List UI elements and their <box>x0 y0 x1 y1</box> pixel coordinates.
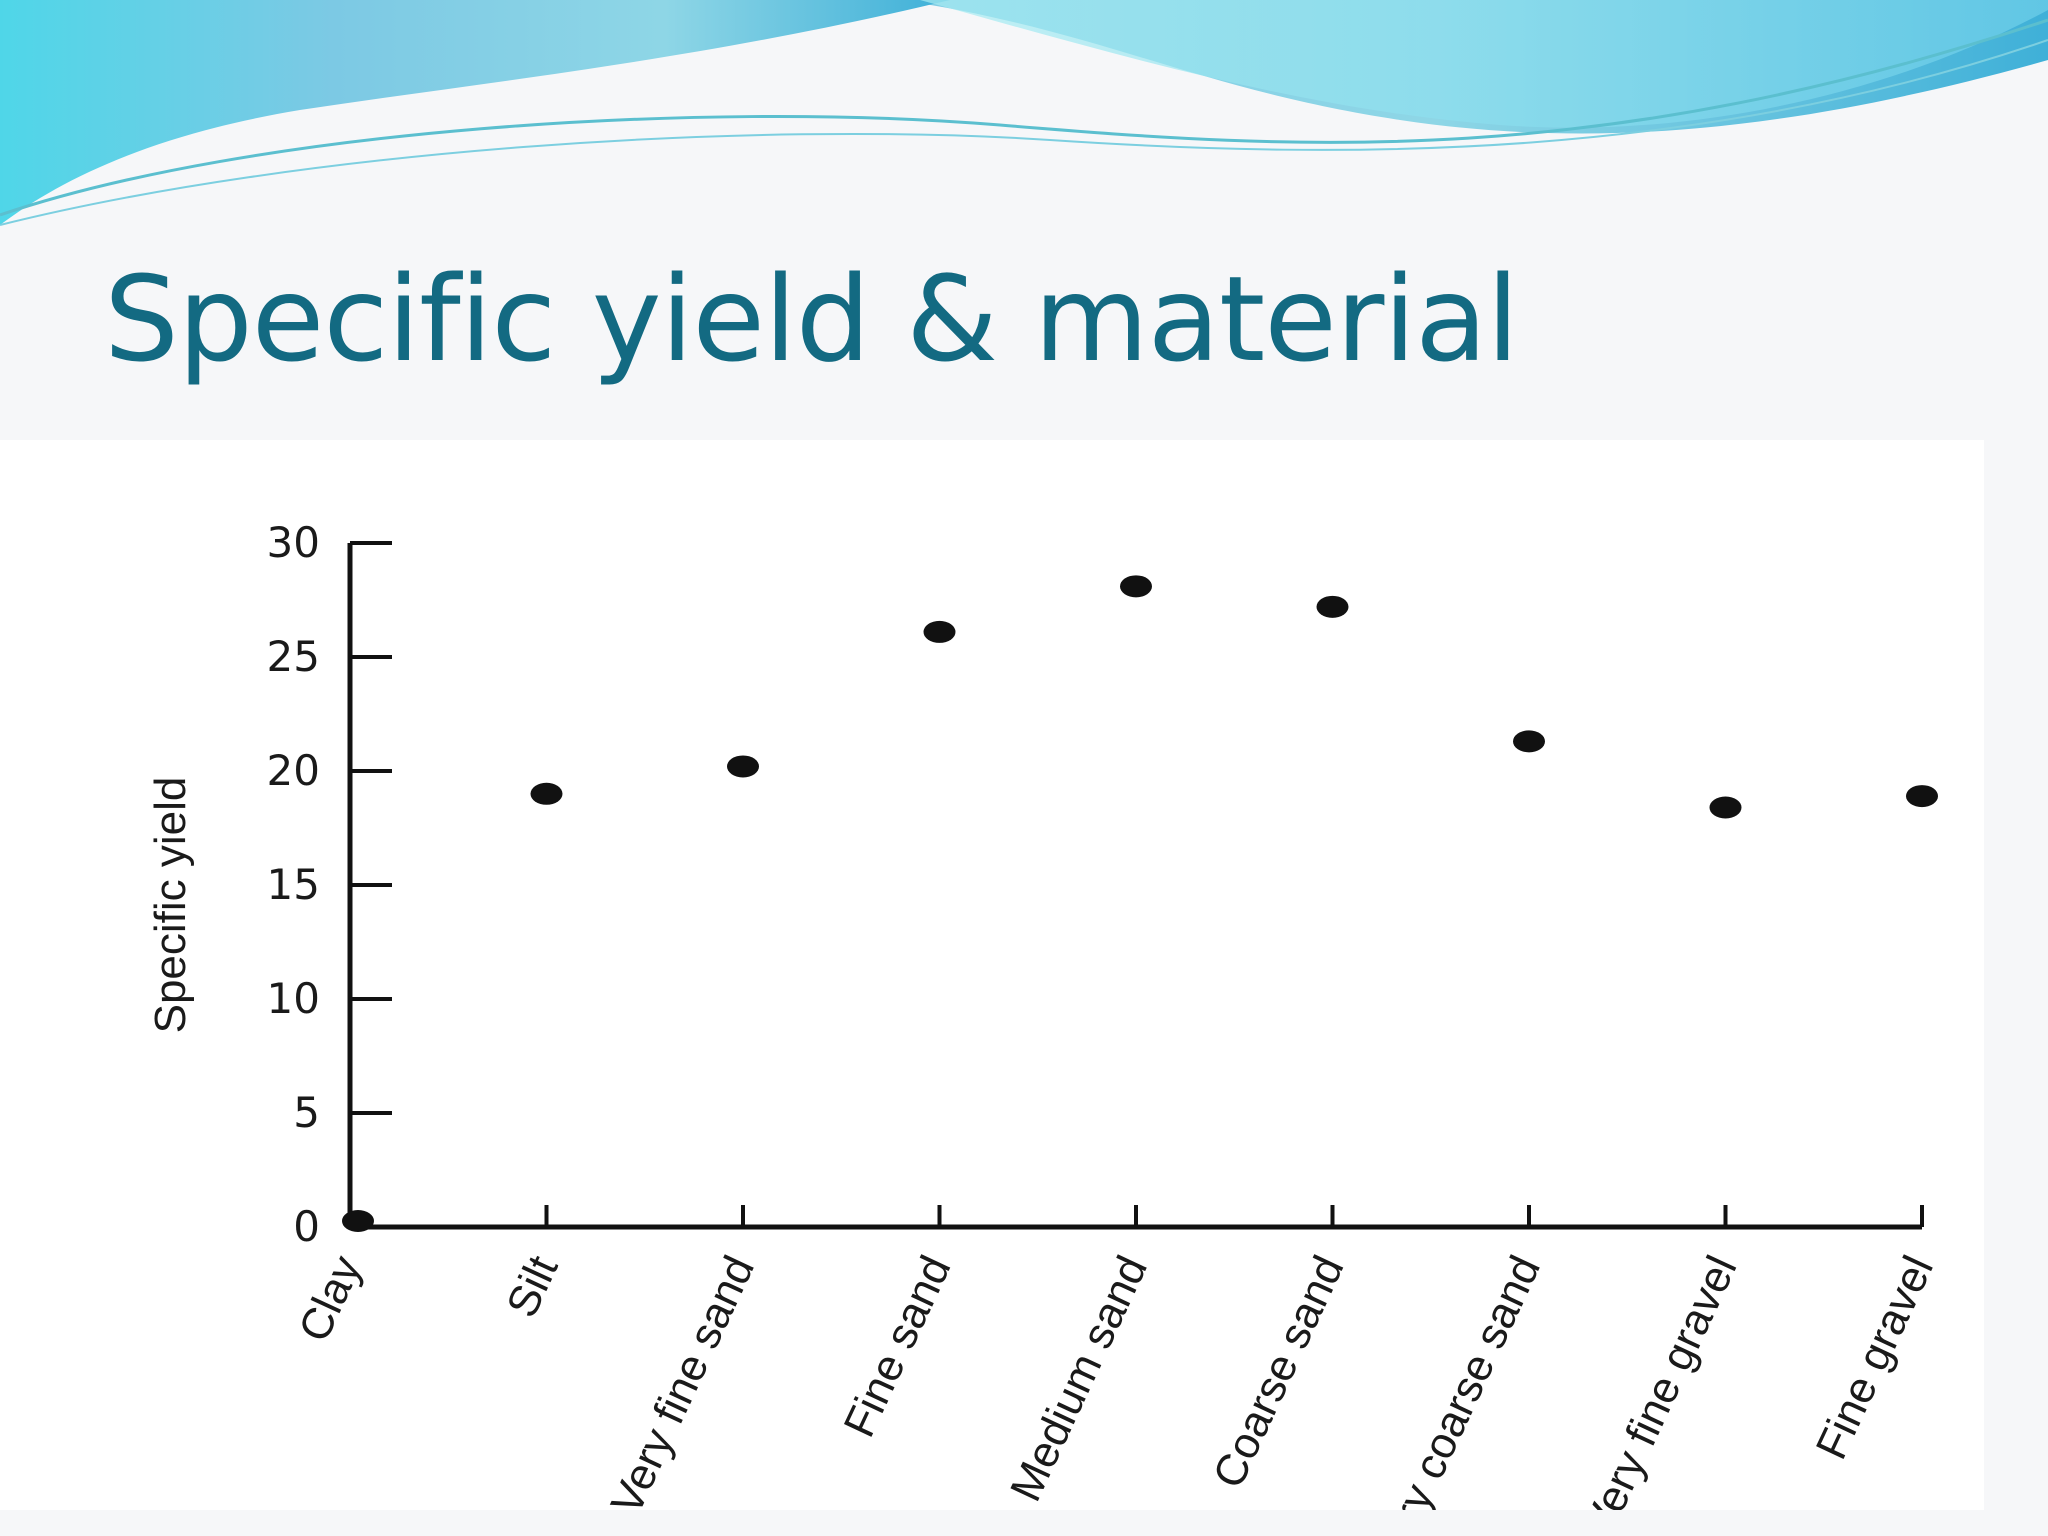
specific-yield-chart: 0 5 10 15 20 25 30 Clay Silt Very fine sand Fine … <box>146 518 1943 1510</box>
x-tick-label-very-fine-sand: Very fine sand <box>602 1249 764 1510</box>
banner-wave-left <box>0 0 950 225</box>
y-axis-label: Specific yield <box>146 777 195 1034</box>
data-point-fine-gravel <box>1906 785 1938 808</box>
y-tick-label-15: 15 <box>267 860 320 909</box>
banner-wave-line-2 <box>0 39 2048 226</box>
data-points <box>342 575 1938 1232</box>
y-tick-label-10: 10 <box>267 974 320 1023</box>
x-tick-label-silt: Silt <box>497 1249 567 1325</box>
x-tick-label-fine-gravel: Fine gravel <box>1807 1249 1943 1467</box>
x-axis-ticks: Clay Silt Very fine sand Fine sand Medium sa… <box>289 1205 1943 1510</box>
slide-title: Specific yield & material <box>104 250 1519 388</box>
data-point-coarse-sand <box>1316 595 1349 618</box>
data-point-very-fine-gravel <box>1709 796 1742 819</box>
data-point-silt <box>530 782 563 805</box>
chart-axes <box>347 543 1922 1230</box>
data-point-fine-sand <box>923 620 956 643</box>
data-point-very-fine-sand <box>727 755 759 778</box>
y-axis-ticks: 0 5 10 15 20 25 30 <box>267 518 392 1251</box>
chart-panel: 0 5 10 15 20 25 30 Clay Silt Very fine sand Fine … <box>0 440 1984 1510</box>
banner-wave-line-1 <box>0 18 2048 217</box>
x-tick-label-medium-sand: Medium sand <box>1001 1249 1157 1509</box>
x-tick-label-clay: Clay <box>289 1249 371 1349</box>
y-tick-label-20: 20 <box>267 746 320 795</box>
data-point-medium-sand <box>1120 575 1152 598</box>
x-tick-label-very-fine-gravel: Very fine gravel <box>1574 1249 1747 1510</box>
x-tick-label-coarse-sand: Coarse sand <box>1204 1249 1354 1496</box>
banner-wave-highlight <box>920 0 2048 128</box>
data-point-clay <box>342 1210 374 1232</box>
y-tick-label-0: 0 <box>293 1202 320 1251</box>
header-wave-banner <box>0 0 2048 226</box>
x-tick-label-very-coarse-sand: Very coarse sand <box>1362 1249 1550 1510</box>
data-point-very-coarse-sand <box>1513 730 1545 753</box>
y-tick-label-30: 30 <box>267 518 320 567</box>
x-tick-label-fine-sand: Fine sand <box>834 1249 960 1445</box>
y-tick-label-25: 25 <box>267 632 320 681</box>
y-tick-label-5: 5 <box>293 1088 320 1137</box>
